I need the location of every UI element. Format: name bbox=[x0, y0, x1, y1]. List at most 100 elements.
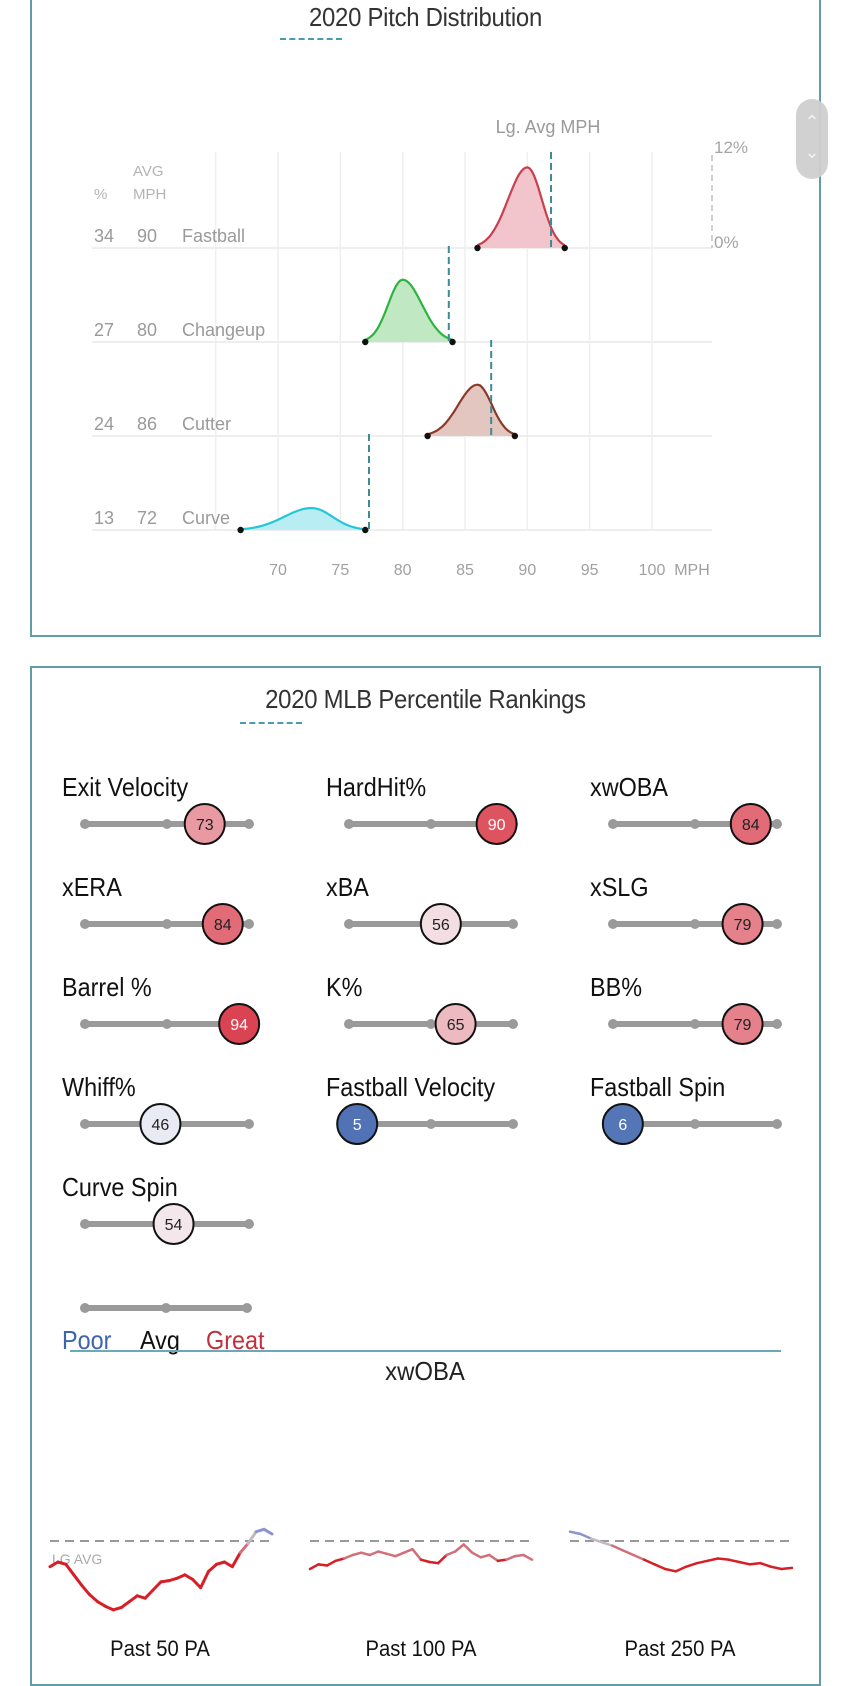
xwoba-line-segment bbox=[589, 1537, 603, 1544]
metric-label: Barrel % bbox=[62, 972, 152, 1002]
percentile-metric: K% 65 bbox=[326, 972, 566, 1062]
percentile-value: 6 bbox=[618, 1117, 627, 1134]
pitch-name: Changeup bbox=[182, 320, 265, 340]
xwoba-line-segment bbox=[716, 1557, 730, 1561]
xwoba-line-segment bbox=[769, 1565, 783, 1571]
xwoba-line-segment bbox=[351, 1551, 363, 1557]
percentile-value: 46 bbox=[152, 1117, 170, 1134]
metric-label: xwOBA bbox=[590, 772, 669, 802]
xwoba-line-segment bbox=[262, 1527, 274, 1536]
metric-label: BB% bbox=[590, 972, 643, 1002]
xwoba-line-segment bbox=[48, 1560, 60, 1569]
xwoba-line-segment bbox=[191, 1578, 203, 1590]
slider-tick-dot bbox=[690, 819, 700, 829]
x-tick-label: 70 bbox=[269, 562, 287, 579]
slider-tick-dot bbox=[426, 819, 436, 829]
lg-avg-mph-label: Lg. Avg MPH bbox=[496, 117, 601, 137]
percentile-slider: 90 bbox=[344, 803, 518, 845]
xwoba-line-segment bbox=[317, 1563, 329, 1567]
percentile-value: 5 bbox=[353, 1117, 362, 1134]
xwoba-line-segment bbox=[727, 1558, 741, 1564]
xwoba-line-segment bbox=[695, 1559, 709, 1565]
xwoba-line-segment bbox=[445, 1550, 457, 1557]
xwoba-line-segment bbox=[568, 1530, 582, 1536]
percentile-slider: 6 bbox=[601, 1103, 782, 1145]
xwoba-line-segment bbox=[199, 1569, 211, 1590]
percentile-rankings-title: 2020 MLB Percentile Rankings bbox=[265, 684, 586, 714]
pitch-density-line bbox=[477, 166, 566, 247]
scroll-control[interactable]: ⌃ ⌄ bbox=[796, 99, 828, 179]
xwoba-line-segment bbox=[579, 1532, 593, 1540]
percentile-slider: 84 bbox=[608, 803, 782, 845]
percentile-metric: Barrel % 94 bbox=[62, 972, 302, 1062]
pitch-avg-mph: 80 bbox=[137, 320, 157, 340]
percentile-bubble bbox=[201, 903, 244, 945]
slider-tick-dot bbox=[426, 1119, 436, 1129]
x-axis-unit-label: MPH bbox=[674, 562, 710, 579]
xwoba-line-segment bbox=[632, 1553, 646, 1561]
slider-tick-dot bbox=[344, 1019, 354, 1029]
xwoba-line-segment bbox=[737, 1560, 751, 1566]
xwoba-line-segment bbox=[308, 1563, 320, 1571]
xwoba-line-segment bbox=[453, 1543, 465, 1553]
percentile-slider: 73 bbox=[80, 803, 254, 845]
xwoba-line-segment bbox=[377, 1550, 389, 1556]
xwoba-line-segment bbox=[780, 1566, 794, 1571]
xwoba-line-segment bbox=[183, 1573, 195, 1581]
percentile-slider: 94 bbox=[80, 1003, 261, 1045]
xwoba-line-segment bbox=[64, 1562, 76, 1577]
metric-label: HardHit% bbox=[326, 772, 427, 802]
percentile-metric: BB% 79 bbox=[590, 972, 830, 1062]
xwoba-line-segment bbox=[685, 1561, 699, 1568]
x-tick-label: 90 bbox=[518, 562, 536, 579]
percentile-bubble bbox=[183, 803, 226, 845]
metric-label: Exit Velocity bbox=[62, 772, 189, 802]
xwoba-line-segment bbox=[496, 1558, 508, 1563]
xwoba-line-segment bbox=[505, 1554, 517, 1561]
xwoba-line-segment bbox=[759, 1561, 773, 1568]
xwoba-title: xwOBA bbox=[385, 1356, 465, 1386]
percentile-slider: 56 bbox=[344, 903, 518, 945]
slider-tick-dot bbox=[772, 919, 782, 929]
pitch-avg-mph: 86 bbox=[137, 414, 157, 434]
percentile-bubble bbox=[139, 1103, 182, 1145]
slider-tick-dot bbox=[344, 819, 354, 829]
x-tick-label: 75 bbox=[331, 562, 349, 579]
percentile-metric: HardHit% 90 bbox=[326, 772, 566, 862]
xwoba-line-segment bbox=[674, 1565, 688, 1573]
slider-tick-dot bbox=[80, 1119, 90, 1129]
slider-tick-dot bbox=[508, 1019, 518, 1029]
pitch-density-line bbox=[240, 506, 366, 531]
rolling-label-100: Past 100 PA bbox=[365, 1636, 477, 1661]
chevron-up-icon[interactable]: ⌃ bbox=[804, 112, 820, 132]
metric-label: xSLG bbox=[590, 872, 649, 902]
xwoba-line-segment bbox=[706, 1557, 720, 1563]
metric-label: Curve Spin bbox=[62, 1172, 178, 1202]
pitch-name: Cutter bbox=[182, 414, 231, 434]
percentile-value: 90 bbox=[488, 817, 506, 834]
slider-tick-dot bbox=[244, 819, 254, 829]
xwoba-line-segment bbox=[470, 1551, 483, 1559]
percentile-slider: 46 bbox=[80, 1103, 254, 1145]
pitch-density-area bbox=[240, 508, 366, 530]
xwoba-line-segment bbox=[238, 1541, 250, 1555]
slider-tick-dot bbox=[772, 819, 782, 829]
percentile-value: 79 bbox=[734, 1017, 752, 1034]
xwoba-line-segment bbox=[748, 1561, 762, 1566]
slider-tick-dot bbox=[244, 1219, 254, 1229]
slider-tick-dot bbox=[690, 1119, 700, 1129]
slider-tick-dot bbox=[244, 919, 254, 929]
xwoba-line-segment bbox=[385, 1552, 397, 1558]
xwoba-line-segment bbox=[611, 1544, 625, 1552]
xwoba-line-segment bbox=[462, 1543, 474, 1554]
x-tick-label: 95 bbox=[581, 562, 599, 579]
rolling-label-50: Past 50 PA bbox=[110, 1636, 210, 1661]
slider-tick-dot bbox=[426, 1019, 436, 1029]
percentile-value: 73 bbox=[196, 817, 214, 834]
metric-label: Fastball Spin bbox=[590, 1072, 726, 1102]
chevron-down-icon[interactable]: ⌄ bbox=[804, 142, 820, 162]
percentile-value: 84 bbox=[214, 917, 232, 934]
xwoba-line-segment bbox=[143, 1588, 155, 1600]
pitch-pct: 13 bbox=[94, 508, 114, 528]
percentile-value: 94 bbox=[230, 1017, 248, 1034]
